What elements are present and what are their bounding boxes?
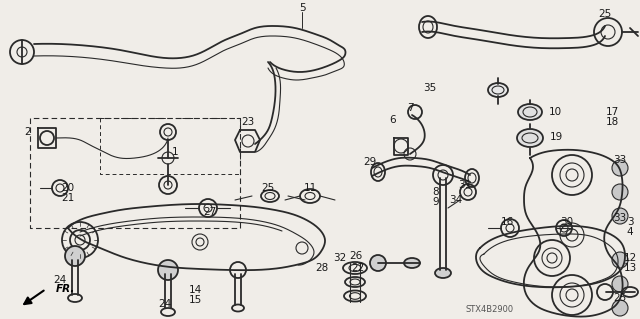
Text: 8: 8	[433, 187, 439, 197]
Text: 28: 28	[316, 263, 328, 273]
Text: 33: 33	[613, 213, 627, 223]
Circle shape	[612, 208, 628, 224]
Text: 27: 27	[204, 207, 216, 217]
Ellipse shape	[518, 104, 542, 120]
Text: 29: 29	[364, 157, 376, 167]
Text: 23: 23	[241, 117, 255, 127]
Text: 10: 10	[548, 107, 561, 117]
Circle shape	[612, 252, 628, 268]
Text: 35: 35	[424, 83, 436, 93]
Text: 18: 18	[605, 117, 619, 127]
Text: 15: 15	[188, 295, 202, 305]
Circle shape	[158, 260, 178, 280]
Text: 4: 4	[627, 227, 634, 237]
Text: 1: 1	[172, 147, 179, 157]
Text: 13: 13	[623, 263, 637, 273]
Circle shape	[612, 160, 628, 176]
Circle shape	[65, 246, 85, 266]
Text: 26: 26	[349, 251, 363, 261]
Text: 19: 19	[549, 132, 563, 142]
Text: 2: 2	[25, 127, 31, 137]
Text: 7: 7	[406, 103, 413, 113]
Text: 30: 30	[561, 217, 573, 227]
Text: 25: 25	[598, 9, 612, 19]
Text: 14: 14	[188, 285, 202, 295]
Ellipse shape	[404, 258, 420, 268]
Text: 16: 16	[500, 217, 514, 227]
Text: FR.: FR.	[56, 284, 76, 294]
Text: 33: 33	[613, 155, 627, 165]
Text: 34: 34	[449, 195, 463, 205]
Ellipse shape	[488, 83, 508, 97]
Text: 3: 3	[627, 217, 634, 227]
Circle shape	[612, 276, 628, 292]
Text: 20: 20	[61, 183, 75, 193]
Ellipse shape	[517, 129, 543, 147]
Circle shape	[612, 300, 628, 316]
Text: 12: 12	[623, 253, 637, 263]
Text: 9: 9	[433, 197, 439, 207]
Text: 11: 11	[303, 183, 317, 193]
Text: 31: 31	[458, 180, 472, 190]
Text: 5: 5	[299, 3, 305, 13]
Text: 25: 25	[261, 183, 275, 193]
Circle shape	[612, 184, 628, 200]
Text: 24: 24	[53, 275, 67, 285]
Ellipse shape	[435, 268, 451, 278]
Text: 25: 25	[613, 293, 627, 303]
Text: 32: 32	[333, 253, 347, 263]
Text: 6: 6	[390, 115, 396, 125]
Text: STX4B2900: STX4B2900	[466, 306, 514, 315]
Text: 21: 21	[61, 193, 75, 203]
Text: 17: 17	[605, 107, 619, 117]
Text: 24: 24	[158, 299, 172, 309]
Text: 22: 22	[351, 263, 365, 273]
Circle shape	[370, 255, 386, 271]
